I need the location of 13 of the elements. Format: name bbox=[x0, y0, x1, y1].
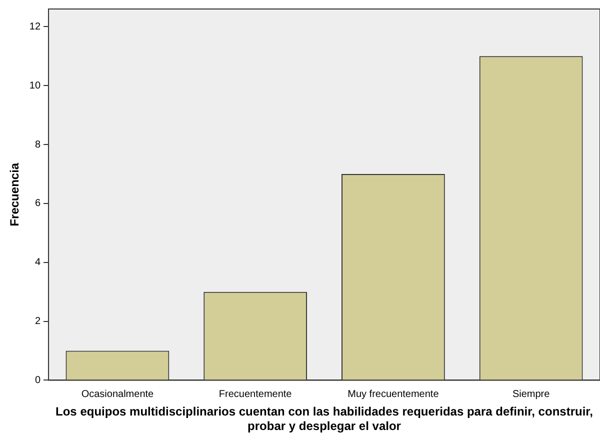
x-tick-label: Frecuentemente bbox=[218, 388, 292, 400]
x-tick-label: Siempre bbox=[512, 388, 550, 400]
y-tick-label: 2 bbox=[34, 316, 41, 328]
y-tick-label: 8 bbox=[34, 139, 41, 150]
x-tick-label: Ocasionalmente bbox=[81, 388, 154, 400]
y-axis-title: Frecuencia bbox=[8, 162, 22, 226]
y-tick-label: 6 bbox=[34, 198, 41, 210]
x-tick-label: Muy frecuentemente bbox=[348, 388, 440, 400]
y-tick-label: 12 bbox=[29, 21, 41, 32]
y-tick-label: 4 bbox=[34, 257, 41, 268]
y-tick-label: 10 bbox=[29, 80, 41, 92]
y-tick-label: 0 bbox=[34, 374, 41, 386]
x-axis-title: Los equipos multidisciplinarios cuentan con las habilidades requeridas para definir, construir, probar y desplegar el valor bbox=[56, 404, 593, 434]
